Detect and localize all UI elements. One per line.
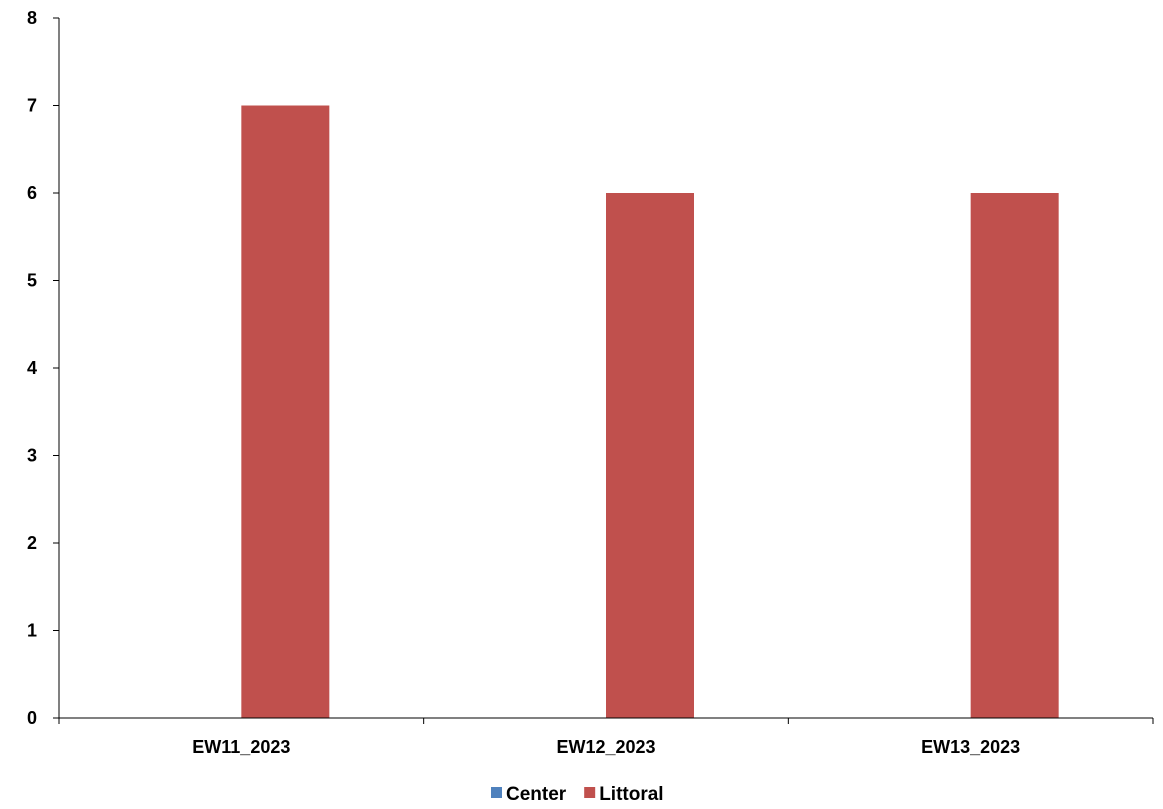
y-tick-label: 1 [27, 621, 37, 641]
legend-swatch-littoral [584, 787, 596, 798]
x-tick-label: EW13_2023 [921, 737, 1020, 757]
y-tick-label: 6 [27, 183, 37, 203]
y-tick-label: 7 [27, 96, 37, 116]
y-tick-label: 4 [27, 358, 37, 378]
legend: Center Littoral [491, 784, 664, 805]
y-tick-label: 2 [27, 533, 37, 553]
bar-littoral-ew12_2023 [606, 193, 694, 718]
legend-label-center: Center [506, 784, 567, 805]
bars-layer [241, 105, 1059, 718]
y-ticks-layer: 0 1 2 3 4 5 6 7 8 [27, 8, 59, 728]
y-tick-label: 3 [27, 446, 37, 466]
legend-label-littoral: Littoral [599, 784, 663, 805]
legend-swatch-center [491, 787, 502, 798]
x-categories-layer: EW11_2023 EW12_2023 EW13_2023 [58, 718, 1154, 757]
y-tick-label: 5 [27, 271, 37, 291]
bar-littoral-ew11_2023 [241, 105, 330, 718]
x-tick-label: EW11_2023 [192, 737, 290, 757]
x-tick-label: EW12_2023 [556, 737, 655, 757]
bar-littoral-ew13_2023 [970, 193, 1059, 718]
y-tick-label: 0 [27, 708, 37, 728]
y-tick-label: 8 [27, 8, 37, 28]
